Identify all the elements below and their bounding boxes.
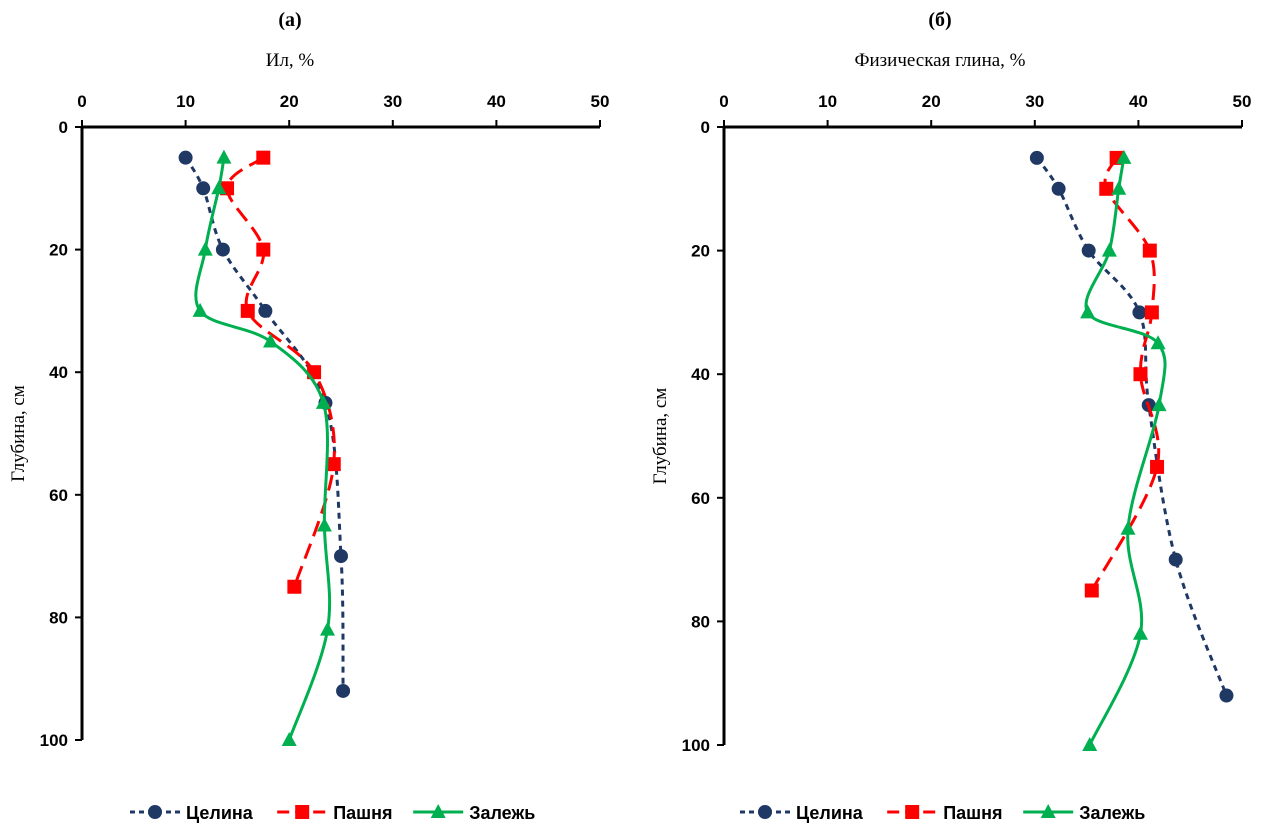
series-group (192, 149, 336, 746)
x-tick-label: 40 (487, 92, 506, 111)
data-point (178, 150, 193, 165)
y-tick-label: 80 (691, 612, 710, 631)
y-tick-label: 20 (691, 242, 710, 261)
legend-label: Целина (796, 803, 864, 823)
series-line (1035, 157, 1228, 697)
data-point (1144, 305, 1159, 320)
data-point (1084, 583, 1099, 598)
series-group (1080, 149, 1167, 751)
legend-marker (1040, 804, 1056, 818)
series-line (1084, 157, 1167, 746)
legend-label: Залежь (469, 803, 535, 823)
y-tick-label: 40 (691, 365, 710, 384)
data-point (1120, 520, 1136, 535)
y-tick-label: 60 (691, 489, 710, 508)
legend-marker (905, 805, 920, 819)
data-point (1168, 552, 1183, 567)
data-point (1150, 335, 1166, 350)
data-point (316, 517, 332, 532)
data-point (1151, 397, 1167, 412)
series-group (1084, 150, 1165, 598)
y-axis-title: Глубина, см (8, 385, 29, 482)
data-point (211, 180, 227, 195)
legend-marker (430, 804, 446, 818)
data-point (1082, 737, 1098, 751)
y-tick-label: 0 (59, 118, 68, 137)
legend-marker (148, 805, 162, 819)
chart-title: (б) (928, 9, 951, 31)
data-point (192, 302, 208, 317)
data-point (1132, 625, 1148, 640)
legend-label: Пашня (943, 803, 1002, 823)
series-line (1090, 157, 1161, 592)
y-tick-label: 60 (49, 486, 68, 505)
y-tick-label: 40 (49, 363, 68, 382)
data-point (326, 457, 341, 472)
data-point (1111, 180, 1127, 195)
chart-title: (а) (278, 9, 301, 31)
data-point (287, 579, 302, 594)
data-point (281, 732, 297, 746)
data-point (334, 549, 348, 564)
data-point (1219, 688, 1234, 703)
data-point (1132, 305, 1147, 320)
x-tick-label: 30 (1025, 92, 1044, 111)
data-point (1051, 181, 1066, 196)
x-tick-label: 20 (280, 92, 299, 111)
y-tick-label: 20 (49, 241, 68, 260)
x-tick-label: 20 (922, 92, 941, 111)
data-point (197, 241, 213, 256)
x-tick-label: 50 (591, 92, 610, 111)
legend-label: Залежь (1079, 803, 1145, 823)
data-point (1081, 243, 1096, 258)
data-point (216, 149, 232, 164)
data-point (315, 394, 331, 409)
x-axis-title: Ил, % (266, 50, 315, 71)
legend-marker (758, 805, 772, 819)
y-tick-label: 100 (40, 731, 68, 750)
series-line (194, 157, 332, 741)
series-group (1029, 150, 1234, 703)
data-point (240, 303, 255, 318)
data-point (215, 242, 230, 257)
data-point (1150, 459, 1165, 474)
data-point (320, 621, 336, 636)
data-point (1101, 242, 1117, 257)
data-point (258, 303, 273, 318)
series-line (184, 156, 345, 692)
data-point (256, 242, 271, 257)
chart-panel-2: (б) Физическая глина, % Глубина, см 0 10 20 30… (650, 9, 1251, 823)
x-tick-label: 50 (1233, 92, 1252, 111)
data-point (336, 683, 351, 698)
legend-label: Целина (186, 803, 254, 823)
data-point (1133, 367, 1148, 382)
data-point (1116, 149, 1132, 164)
data-point (1142, 243, 1157, 258)
x-tick-label: 30 (383, 92, 402, 111)
data-point (1029, 150, 1044, 165)
legend: Целина Пашня Залежь (130, 803, 535, 823)
legend-label: Пашня (333, 803, 392, 823)
legend: Целина Пашня Залежь (740, 803, 1145, 823)
x-tick-label: 10 (176, 92, 195, 111)
x-tick-label: 10 (818, 92, 837, 111)
y-axis-title: Глубина, см (650, 388, 671, 485)
data-point (263, 333, 279, 348)
x-tick-label: 0 (77, 92, 86, 111)
data-point (196, 181, 211, 196)
chart-panel-1: (а) Ил, % Глубина, см 0 10 20 30 40 50 0 20 40 60 80 1… (8, 9, 609, 823)
series-group (178, 150, 351, 698)
x-axis-title: Физическая глина, % (854, 50, 1025, 71)
x-tick-label: 0 (719, 92, 728, 111)
data-point (256, 150, 271, 165)
data-point (1080, 304, 1096, 319)
y-tick-label: 0 (701, 118, 710, 137)
x-tick-label: 40 (1129, 92, 1148, 111)
y-tick-label: 80 (49, 608, 68, 627)
y-tick-label: 100 (682, 736, 710, 755)
legend-marker (295, 805, 310, 819)
data-point (1099, 181, 1114, 196)
